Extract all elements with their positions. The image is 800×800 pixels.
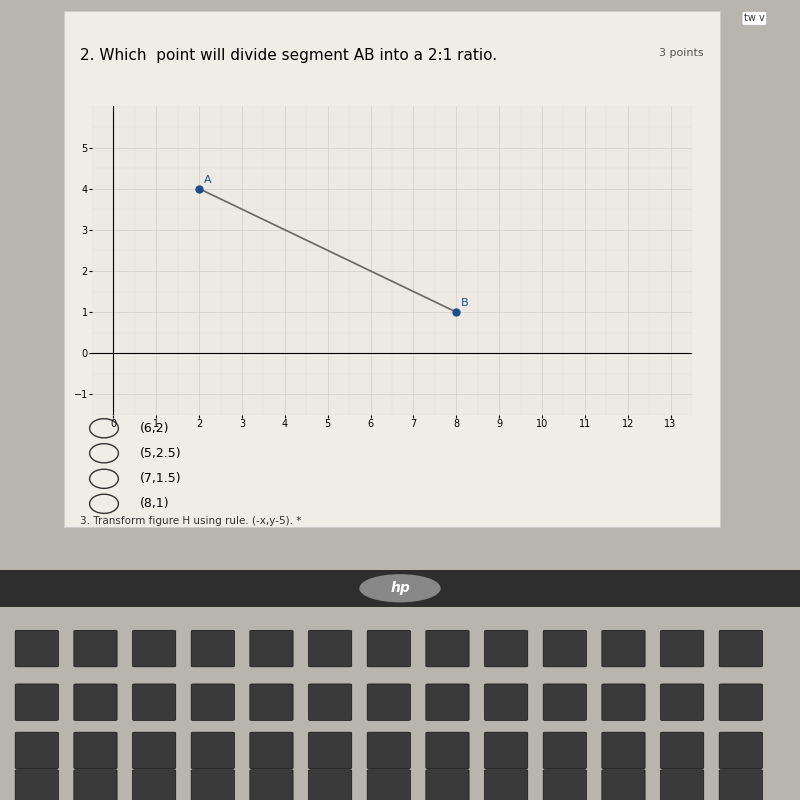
FancyBboxPatch shape [74, 630, 117, 667]
FancyBboxPatch shape [15, 684, 58, 721]
FancyBboxPatch shape [191, 684, 234, 721]
Text: (8,1): (8,1) [140, 498, 170, 510]
FancyBboxPatch shape [602, 732, 645, 769]
FancyBboxPatch shape [133, 732, 176, 769]
Text: A: A [203, 174, 211, 185]
FancyBboxPatch shape [661, 630, 704, 667]
FancyBboxPatch shape [367, 770, 410, 800]
FancyBboxPatch shape [15, 770, 58, 800]
FancyBboxPatch shape [15, 732, 58, 769]
FancyBboxPatch shape [133, 630, 176, 667]
FancyBboxPatch shape [367, 630, 410, 667]
FancyBboxPatch shape [250, 684, 293, 721]
FancyBboxPatch shape [426, 684, 469, 721]
FancyBboxPatch shape [191, 732, 234, 769]
Text: (6,2): (6,2) [140, 422, 170, 434]
FancyBboxPatch shape [74, 684, 117, 721]
FancyBboxPatch shape [426, 732, 469, 769]
Text: tw v: tw v [744, 14, 765, 23]
FancyBboxPatch shape [602, 630, 645, 667]
Text: (7,1.5): (7,1.5) [140, 472, 182, 486]
FancyBboxPatch shape [543, 684, 586, 721]
FancyBboxPatch shape [661, 684, 704, 721]
FancyBboxPatch shape [719, 732, 762, 769]
FancyBboxPatch shape [309, 732, 352, 769]
Text: hp: hp [390, 582, 410, 595]
FancyBboxPatch shape [191, 630, 234, 667]
FancyBboxPatch shape [250, 770, 293, 800]
FancyBboxPatch shape [15, 630, 58, 667]
FancyBboxPatch shape [719, 684, 762, 721]
FancyBboxPatch shape [367, 732, 410, 769]
FancyBboxPatch shape [133, 684, 176, 721]
FancyBboxPatch shape [309, 684, 352, 721]
FancyBboxPatch shape [367, 684, 410, 721]
FancyBboxPatch shape [602, 684, 645, 721]
FancyBboxPatch shape [309, 770, 352, 800]
FancyBboxPatch shape [426, 770, 469, 800]
FancyBboxPatch shape [485, 732, 528, 769]
FancyBboxPatch shape [250, 630, 293, 667]
FancyBboxPatch shape [250, 732, 293, 769]
FancyBboxPatch shape [543, 770, 586, 800]
Text: B: B [461, 298, 468, 308]
FancyBboxPatch shape [719, 770, 762, 800]
FancyBboxPatch shape [64, 10, 720, 526]
FancyBboxPatch shape [426, 630, 469, 667]
Text: 3. Transform figure H using rule. (-x,y-5). *: 3. Transform figure H using rule. (-x,y-… [80, 516, 302, 526]
FancyBboxPatch shape [74, 770, 117, 800]
FancyBboxPatch shape [485, 630, 528, 667]
FancyBboxPatch shape [309, 630, 352, 667]
FancyBboxPatch shape [661, 732, 704, 769]
FancyBboxPatch shape [74, 732, 117, 769]
Text: (5,2.5): (5,2.5) [140, 446, 182, 460]
FancyBboxPatch shape [485, 684, 528, 721]
FancyBboxPatch shape [133, 770, 176, 800]
Bar [0, 570, 800, 607]
FancyBboxPatch shape [661, 770, 704, 800]
FancyBboxPatch shape [543, 732, 586, 769]
FancyBboxPatch shape [602, 770, 645, 800]
Text: 3 points: 3 points [659, 48, 704, 58]
Circle shape [360, 575, 440, 602]
Text: 2. Which  point will divide segment AB into a 2:1 ratio.: 2. Which point will divide segment AB in… [80, 48, 497, 63]
FancyBboxPatch shape [719, 630, 762, 667]
FancyBboxPatch shape [485, 770, 528, 800]
FancyBboxPatch shape [191, 770, 234, 800]
FancyBboxPatch shape [543, 630, 586, 667]
